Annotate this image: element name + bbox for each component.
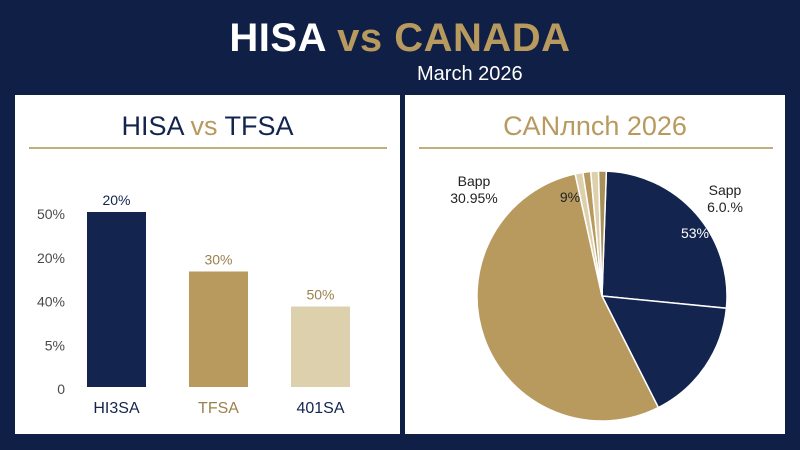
page-subtitle: March 2026 (417, 63, 523, 85)
pie-label: Sapp (709, 182, 742, 198)
header: HISA vs CANADA March 2026 (0, 0, 800, 92)
bar-title-hisa: HISA (121, 111, 183, 141)
bar-data-label: 20% (102, 192, 130, 208)
bar-401sa (291, 306, 350, 387)
bar-chart-title: HISA vs TFSA (15, 110, 400, 142)
pie-label: 9% (560, 189, 580, 205)
y-tick-label: 40% (37, 294, 65, 310)
pie-slice (600, 295, 728, 409)
pie-label-value: 30.95% (450, 190, 497, 206)
bar-chart-panel: HISA vs TFSA 50% 20% 40% 5% 0 20% HI3SA 30% TFSA… (15, 95, 400, 434)
y-tick-label: 5% (45, 337, 65, 353)
bar-chart: 50% 20% 40% 5% 0 20% HI3SA 30% TFSA 50% 401SA (37, 192, 350, 417)
pie-chart-panel: CANлnch 2026 Bapp 30.95% 9% Sapp 6.0.% 53% (405, 95, 785, 434)
pie-label: 53% (681, 225, 709, 241)
pie-label: Bapp (458, 173, 491, 189)
bar-title-vs: vs (190, 111, 218, 141)
title-canada: CANADA (394, 16, 571, 60)
y-tick-label: 0 (57, 381, 65, 397)
pie-slice (601, 170, 728, 310)
bar-tfsa (189, 271, 248, 387)
bar-title-divider (29, 147, 387, 149)
pie-slice (597, 170, 608, 297)
pie-title-divider (419, 147, 773, 149)
bar-title-tfsa: TFSA (224, 111, 294, 141)
page-title: HISA vs CANADA (0, 14, 800, 62)
bar-data-label: 50% (306, 287, 334, 303)
x-category-label: HI3SA (93, 400, 140, 417)
pie-label-value: 6.0.% (707, 199, 743, 215)
y-tick-label: 50% (37, 206, 65, 222)
title-hisa: HISA (229, 16, 326, 60)
pie-slice (476, 173, 660, 422)
bar-data-label: 30% (204, 252, 232, 268)
pie-chart-title: CANлnch 2026 (503, 111, 687, 141)
y-tick-label: 20% (37, 250, 65, 266)
bar-hi3sa (87, 212, 146, 387)
x-category-label: TFSA (198, 400, 239, 417)
title-vs: vs (337, 16, 383, 60)
x-category-label: 401SA (296, 400, 344, 417)
